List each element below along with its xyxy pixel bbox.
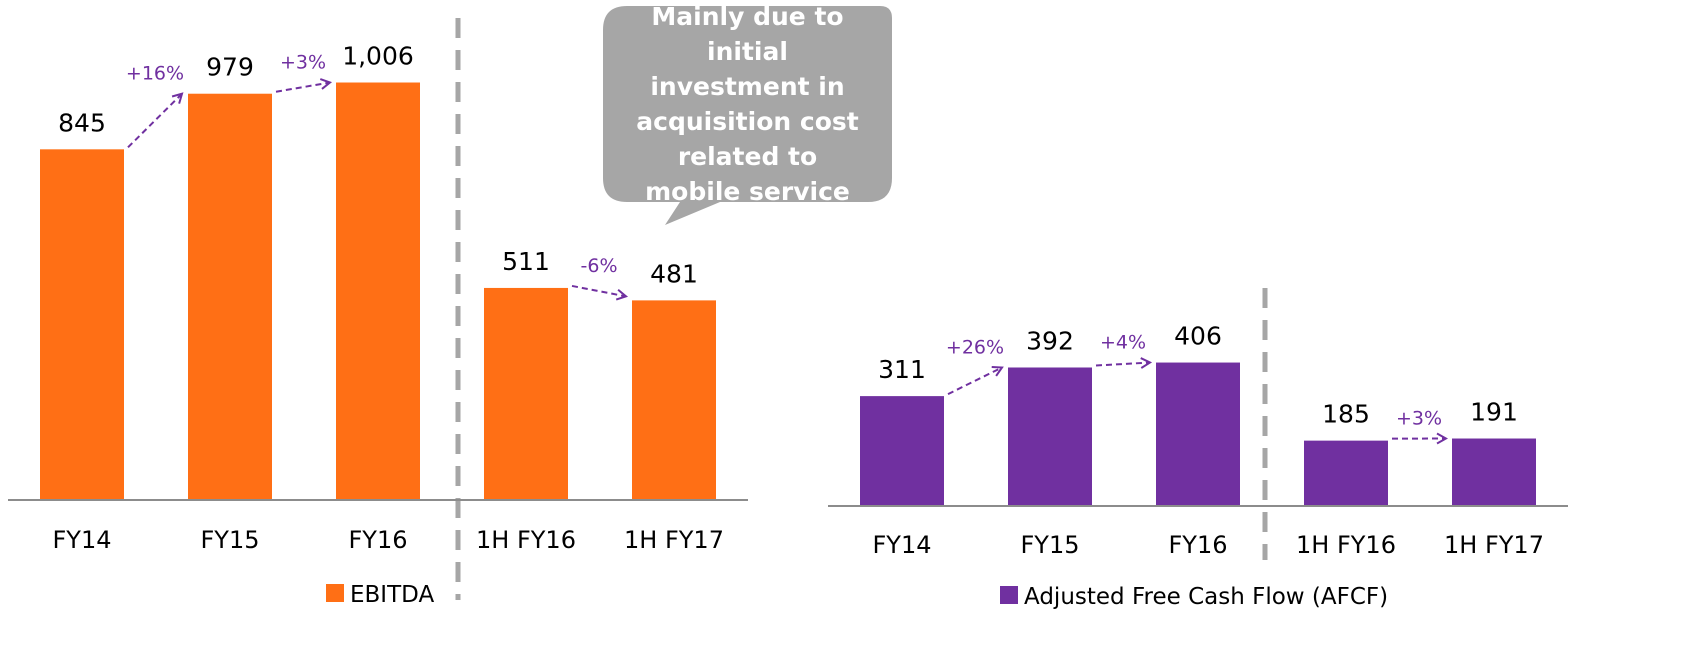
value-label: 1,006 [342,42,414,71]
bar [1156,362,1240,506]
callout-bubble [603,6,892,225]
callout-text: Mainly due to initial investment in acqu… [636,2,859,206]
value-label: 511 [502,247,550,276]
growth-label: -6% [581,255,618,277]
x-tick-label: FY16 [1168,531,1227,559]
value-label: 191 [1470,398,1518,427]
value-label: 311 [878,355,926,384]
growth-arrow [1095,363,1150,366]
growth-arrow [571,284,626,296]
growth-label: +3% [280,52,326,74]
value-label: 481 [650,259,698,288]
x-tick-label: 1H FY16 [476,526,576,554]
growth-arrow [275,83,330,93]
bar [336,82,420,500]
legend-swatch [1000,586,1018,604]
bar [40,149,124,500]
value-label: 406 [1174,322,1222,351]
x-tick-label: FY15 [1020,531,1079,559]
growth-label: +26% [946,336,1004,358]
x-tick-label: 1H FY17 [1444,531,1544,559]
growth-label: +3% [1396,408,1442,430]
growth-label: +16% [126,63,184,85]
x-tick-label: FY16 [348,526,407,554]
bar [484,287,568,500]
value-label: 392 [1026,326,1074,355]
growth-label: +4% [1100,332,1146,354]
x-tick-label: 1H FY16 [1296,531,1396,559]
x-tick-label: FY14 [872,531,931,559]
bar [1304,440,1388,506]
bar [860,396,944,506]
bar [1008,367,1092,506]
legend-label: EBITDA [350,582,434,608]
bar [1452,438,1536,506]
x-tick-label: 1H FY17 [624,526,724,554]
bar [632,300,716,500]
growth-arrow [127,94,182,149]
growth-arrow [947,367,1002,396]
x-tick-label: FY14 [52,526,111,554]
legend-swatch [326,584,344,602]
value-label: 185 [1322,400,1370,429]
legend-label: Adjusted Free Cash Flow (AFCF) [1024,584,1388,610]
bar [188,93,272,500]
value-label: 979 [206,53,254,82]
value-label: 845 [58,108,106,137]
x-tick-label: FY15 [200,526,259,554]
